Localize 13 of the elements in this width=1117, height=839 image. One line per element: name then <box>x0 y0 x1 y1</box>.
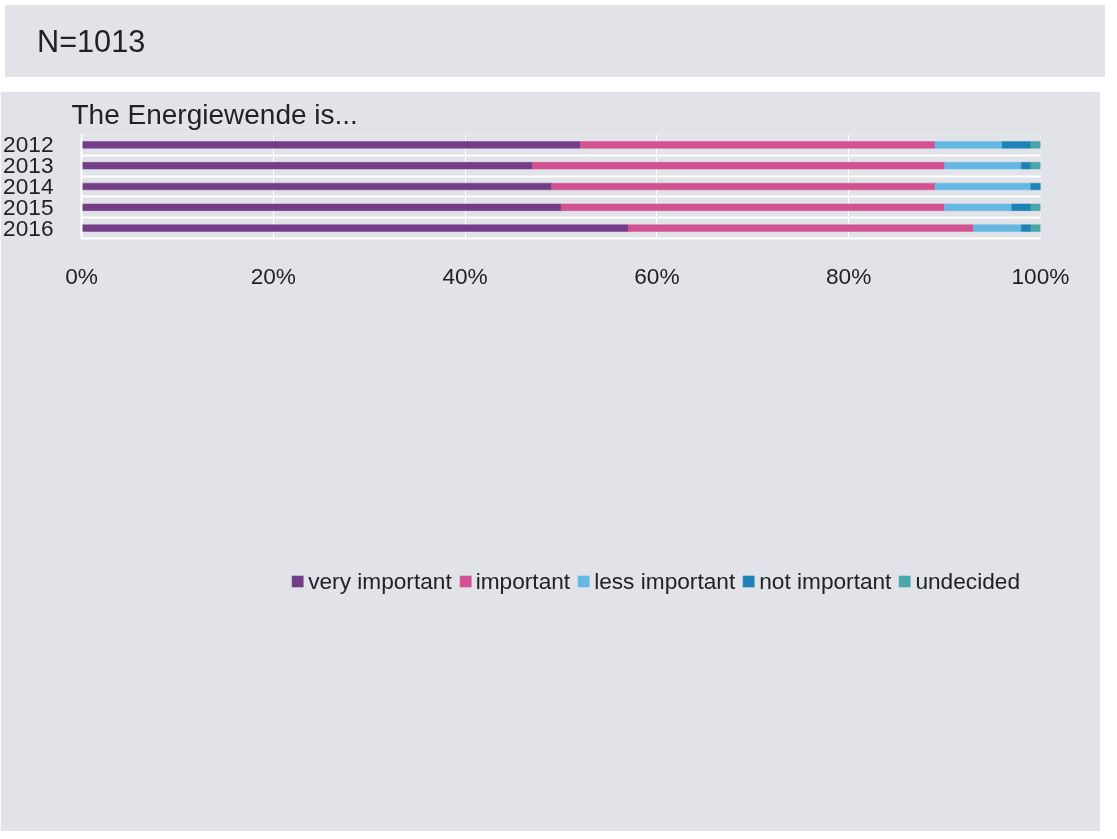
x-tick-label: 60% <box>634 262 680 289</box>
legend-label: less important <box>594 567 736 595</box>
x-tick-label: 0% <box>65 262 98 289</box>
legend-label: not important <box>759 567 892 595</box>
text: N=1013 <box>37 23 146 60</box>
chart-title: The Energiewende is... <box>71 98 358 130</box>
legend-label: undecided <box>915 567 1020 595</box>
x-tick-label: 80% <box>826 262 872 289</box>
x-tick-label: 20% <box>250 262 296 289</box>
x-tick-label: 100% <box>1011 262 1070 289</box>
legend-label: very important <box>308 567 452 595</box>
x-tick-label: 40% <box>442 262 488 289</box>
legend-label: important <box>475 567 571 595</box>
